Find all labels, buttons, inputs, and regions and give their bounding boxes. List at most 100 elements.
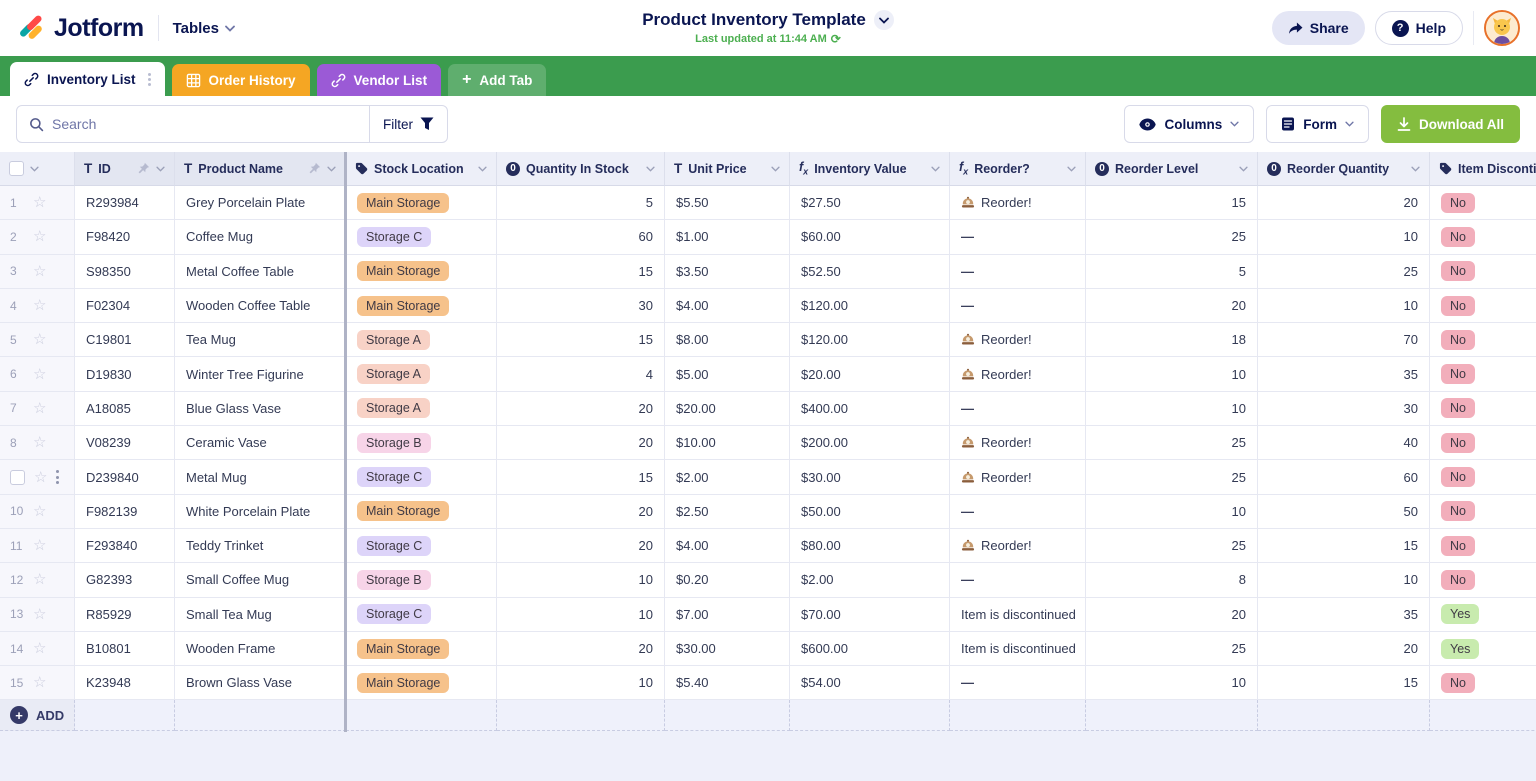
share-button[interactable]: Share — [1271, 11, 1365, 45]
cell-reorder[interactable]: Item is discontinued — [950, 597, 1086, 632]
cell-reorder-level[interactable]: 10 — [1086, 494, 1258, 529]
cell-stock-location[interactable]: Storage C — [346, 460, 497, 495]
cell-stock-location[interactable]: Storage C — [346, 220, 497, 255]
cell-item-discontinued[interactable]: Yes — [1430, 632, 1536, 667]
star-icon[interactable]: ☆ — [33, 605, 47, 623]
cell-reorder[interactable]: Reorder! — [950, 323, 1086, 358]
cell-inventory-value[interactable]: $52.50 — [790, 254, 950, 289]
chevron-down-icon[interactable] — [156, 166, 165, 172]
cell-quantity-in-stock[interactable]: 4 — [497, 357, 665, 392]
cell-stock-location[interactable]: Storage C — [346, 597, 497, 632]
cell-product-name[interactable]: Grey Porcelain Plate — [175, 186, 346, 221]
star-icon[interactable]: ☆ — [34, 468, 48, 486]
cell-inventory-value[interactable]: $400.00 — [790, 391, 950, 427]
row-menu-dots[interactable] — [56, 470, 60, 485]
frozen-column-divider[interactable] — [344, 152, 347, 732]
cell-unit-price[interactable]: $20.00 — [665, 391, 790, 427]
row-handle[interactable]: 11 ☆ — [0, 528, 75, 564]
cell-product-name[interactable]: Winter Tree Figurine — [175, 357, 346, 392]
cell-reorder-level[interactable]: 20 — [1086, 597, 1258, 632]
cell-reorder-quantity[interactable]: 50 — [1258, 494, 1430, 529]
chevron-down-icon[interactable] — [478, 166, 487, 172]
row-handle[interactable]: 2 ☆ — [0, 220, 75, 255]
cell-unit-price[interactable]: $30.00 — [665, 631, 790, 667]
cell-reorder[interactable]: Reorder! — [950, 460, 1086, 495]
cell-product-name[interactable]: Metal Coffee Table — [175, 254, 346, 289]
row-handle[interactable]: ☆ — [0, 460, 75, 495]
cell-reorder[interactable]: — — [950, 288, 1086, 324]
add-row-cell[interactable] — [175, 700, 346, 732]
cell-item-discontinued[interactable]: Yes — [1430, 598, 1536, 632]
cell-inventory-value[interactable]: $20.00 — [790, 357, 950, 392]
star-icon[interactable]: ☆ — [33, 571, 47, 589]
cell-quantity-in-stock[interactable]: 20 — [497, 631, 665, 667]
tab-order-history[interactable]: Order History — [171, 64, 310, 96]
row-handle[interactable]: 13 ☆ — [0, 597, 75, 632]
add-row-button[interactable]: + ADD — [0, 700, 75, 732]
download-all-button[interactable]: Download All — [1381, 105, 1520, 143]
cell-item-discontinued[interactable]: No — [1430, 495, 1536, 529]
cell-inventory-value[interactable]: $80.00 — [790, 528, 950, 564]
cell-product-name[interactable]: Teddy Trinket — [175, 528, 346, 564]
cell-reorder-level[interactable]: 25 — [1086, 528, 1258, 564]
cell-reorder-level[interactable]: 8 — [1086, 563, 1258, 598]
cell-stock-location[interactable]: Main Storage — [346, 631, 497, 667]
cell-reorder-level[interactable]: 20 — [1086, 288, 1258, 324]
cell-reorder[interactable]: Reorder! — [950, 357, 1086, 392]
column-header-product-name[interactable]: T Product Name — [175, 152, 346, 186]
cell-item-discontinued[interactable]: No — [1430, 357, 1536, 392]
row-checkbox[interactable] — [10, 469, 25, 485]
row-handle[interactable]: 14 ☆ — [0, 631, 75, 667]
cell-unit-price[interactable]: $2.50 — [665, 494, 790, 529]
cell-unit-price[interactable]: $2.00 — [665, 460, 790, 495]
cell-unit-price[interactable]: $5.50 — [665, 186, 790, 221]
column-header-inventory-value[interactable]: fx Inventory Value — [790, 152, 950, 186]
chevron-down-icon[interactable] — [1411, 166, 1420, 172]
cell-inventory-value[interactable]: $120.00 — [790, 288, 950, 324]
cell-item-discontinued[interactable]: No — [1430, 460, 1536, 495]
jotform-logo[interactable]: Jotform — [16, 13, 144, 43]
chevron-down-icon[interactable] — [771, 166, 780, 172]
avatar[interactable] — [1484, 10, 1520, 46]
cell-item-discontinued[interactable]: No — [1430, 563, 1536, 598]
cell-quantity-in-stock[interactable]: 10 — [497, 597, 665, 632]
cell-reorder-level[interactable]: 25 — [1086, 460, 1258, 495]
columns-button[interactable]: Columns — [1124, 105, 1255, 143]
cell-inventory-value[interactable]: $2.00 — [790, 563, 950, 598]
cell-reorder-level[interactable]: 10 — [1086, 391, 1258, 427]
star-icon[interactable]: ☆ — [33, 228, 47, 246]
column-header-item-discontinued[interactable]: Item Discontinued — [1430, 152, 1536, 186]
cell-quantity-in-stock[interactable]: 20 — [497, 426, 665, 461]
cell-product-name[interactable]: Brown Glass Vase — [175, 666, 346, 701]
row-handle[interactable]: 5 ☆ — [0, 323, 75, 358]
cell-reorder-quantity[interactable]: 60 — [1258, 460, 1430, 495]
column-header-reorder-[interactable]: fx Reorder? — [950, 152, 1086, 186]
cell-stock-location[interactable]: Storage A — [346, 323, 497, 358]
cell-reorder[interactable]: — — [950, 220, 1086, 255]
cell-quantity-in-stock[interactable]: 20 — [497, 494, 665, 529]
cell-product-name[interactable]: Blue Glass Vase — [175, 391, 346, 427]
cell-product-name[interactable]: Ceramic Vase — [175, 426, 346, 461]
cell-reorder[interactable]: — — [950, 391, 1086, 427]
row-handle[interactable]: 12 ☆ — [0, 563, 75, 598]
cell-id[interactable]: B10801 — [75, 631, 175, 667]
cell-id[interactable]: F98420 — [75, 220, 175, 255]
tables-dropdown[interactable]: Tables — [173, 20, 235, 37]
cell-stock-location[interactable]: Main Storage — [346, 666, 497, 701]
star-icon[interactable]: ☆ — [33, 399, 47, 417]
cell-quantity-in-stock[interactable]: 20 — [497, 528, 665, 564]
cell-reorder-quantity[interactable]: 15 — [1258, 666, 1430, 701]
cell-id[interactable]: R293984 — [75, 186, 175, 221]
cell-reorder-level[interactable]: 15 — [1086, 186, 1258, 221]
cell-reorder-quantity[interactable]: 10 — [1258, 220, 1430, 255]
cell-stock-location[interactable]: Main Storage — [346, 186, 497, 221]
cell-id[interactable]: F293840 — [75, 528, 175, 564]
cell-reorder[interactable]: — — [950, 494, 1086, 529]
tab-menu-dots[interactable] — [147, 72, 151, 86]
add-row-cell[interactable] — [75, 700, 175, 732]
cell-quantity-in-stock[interactable]: 5 — [497, 186, 665, 221]
add-row-cell[interactable] — [346, 700, 497, 732]
cell-inventory-value[interactable]: $200.00 — [790, 426, 950, 461]
cell-reorder-level[interactable]: 25 — [1086, 631, 1258, 667]
column-header-id[interactable]: T ID — [75, 152, 175, 186]
